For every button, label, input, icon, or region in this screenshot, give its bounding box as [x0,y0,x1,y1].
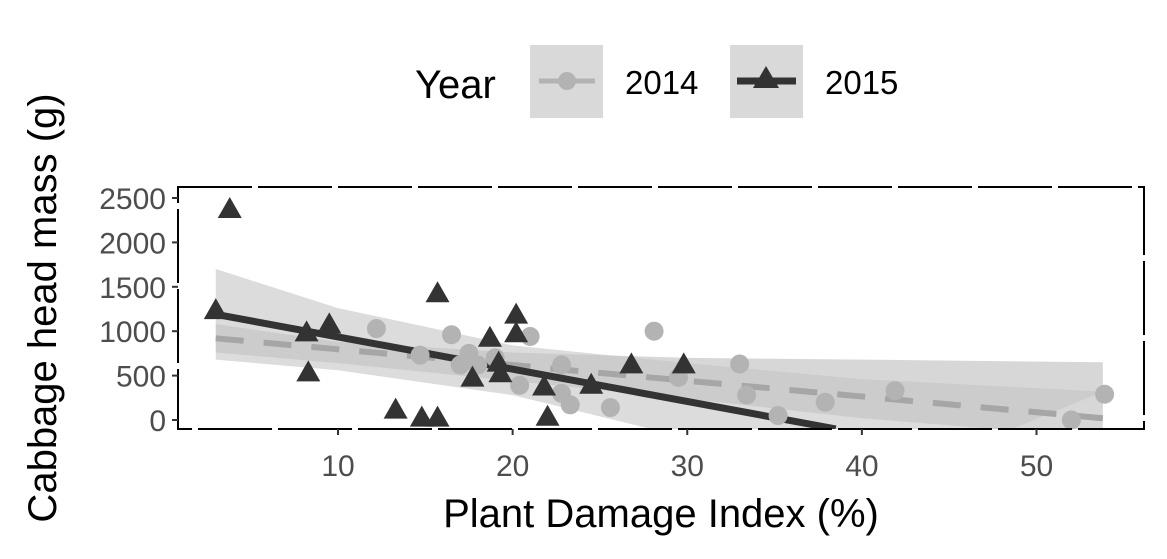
point-2014-19 [885,381,905,401]
point-2015-3 [296,360,321,382]
point-2014-9 [552,355,572,375]
point-2014-11 [560,395,580,415]
x-tick-label-10: 10 [321,450,354,483]
y-tick-label-2500: 2500 [99,183,166,216]
point-2014-21 [1095,384,1115,404]
point-2015-18 [619,352,644,374]
point-2014-7 [510,375,530,395]
legend-label-2014: 2014 [625,64,698,101]
x-axis: 10 20 30 40 50 [321,429,1053,483]
data-points [203,196,1115,430]
point-2015-15 [532,374,557,396]
x-tick-label-20: 20 [496,450,529,483]
point-2015-17 [579,372,604,394]
point-2014-12 [600,398,620,418]
point-2015-6 [409,405,434,427]
point-2015-14 [504,302,529,324]
point-2015-9 [460,365,485,387]
ci-ribbon-2015 [215,269,1103,429]
point-2015-10 [477,325,502,347]
y-tick-label-1500: 1500 [99,272,166,305]
point-2014-20 [1061,410,1081,430]
y-axis: 0 500 1000 1500 2000 2500 [99,183,178,438]
point-2014-17 [768,406,788,426]
point-2015-19 [671,352,696,374]
legend-label-2015: 2015 [825,64,898,101]
point-2014-0 [366,319,386,339]
point-2015-2 [294,320,319,342]
x-axis-title: Plant Damage Index (%) [443,492,879,536]
x-tick-label-40: 40 [845,450,878,483]
point-2015-1 [217,196,242,218]
y-tick-label-1000: 1000 [99,316,166,349]
point-2015-16 [535,404,560,426]
point-2014-16 [737,385,757,405]
x-tick-label-30: 30 [671,450,704,483]
legend-key-2014-marker [558,72,576,90]
point-2015-7 [425,405,450,427]
point-2015-11 [486,350,511,372]
panel-border [177,186,1145,430]
y-tick-label-0: 0 [149,405,166,438]
point-2014-1 [410,345,430,365]
legend: Year 2014 2015 [415,45,898,118]
point-2015-5 [383,397,408,419]
point-2015-4 [317,312,342,334]
legend-title: Year [415,63,496,107]
y-tick-label-500: 500 [116,361,166,394]
y-tick-label-2000: 2000 [99,227,166,260]
point-2015-13 [504,321,529,343]
fit-lines [215,310,1104,429]
fit-line-2014 [215,335,1104,422]
point-2014-15 [730,354,750,374]
point-2015-0 [203,298,228,320]
y-axis-title: Cabbage head mass (g) [21,93,65,522]
point-2014-18 [815,392,835,412]
legend-key-2015-marker [753,66,779,88]
fit-line-2015 [215,310,837,429]
point-2015-12 [488,361,513,383]
point-2014-2 [442,325,462,345]
point-2014-13 [644,321,664,341]
point-2015-8 [425,281,450,303]
x-tick-label-50: 50 [1020,450,1053,483]
